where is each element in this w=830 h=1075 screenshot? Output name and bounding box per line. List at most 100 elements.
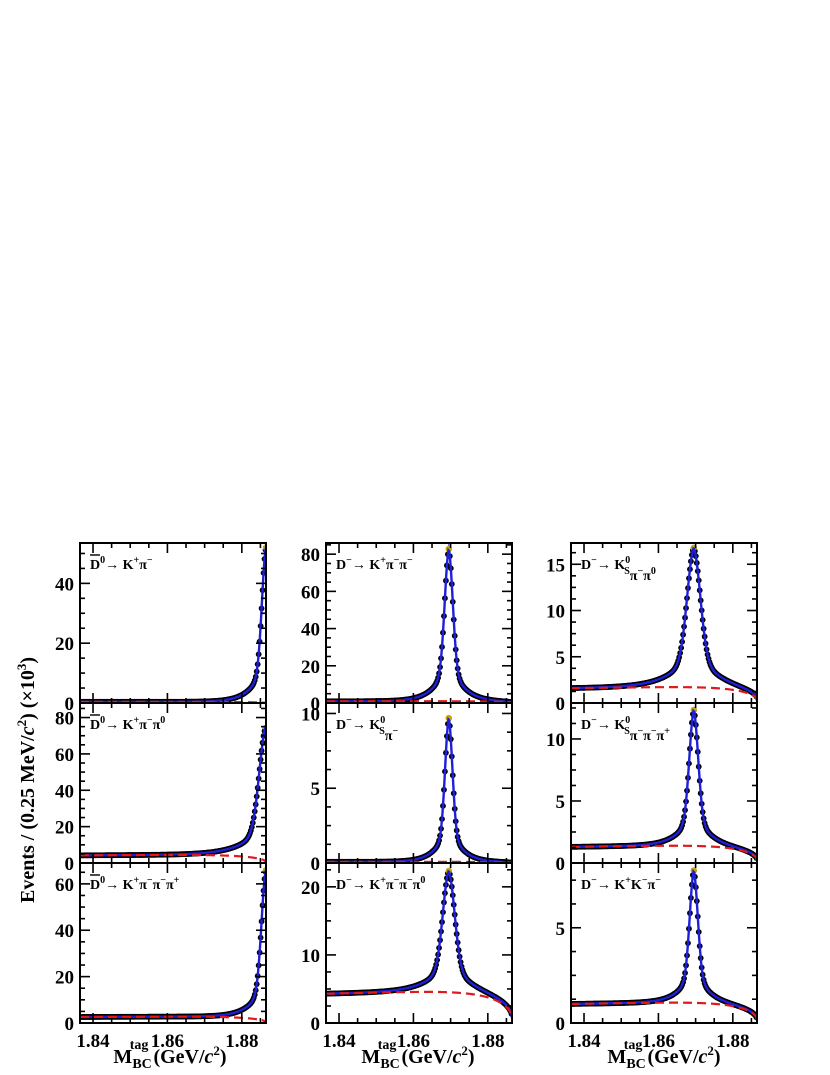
background-curve [80,1015,266,1023]
panel-label: D−→ K+π−π−π0 [336,875,425,893]
label-base: π [657,729,665,744]
plot-frame [570,862,758,1024]
label-sup: − [346,555,352,566]
y-tick-label: 0 [65,694,75,715]
label-base: D [581,558,591,573]
fit-curve [326,547,512,703]
background-curve [571,1001,757,1021]
label-base: π [643,729,651,744]
label-sup: − [637,726,643,737]
label-sup: − [591,715,597,726]
y-tick-label: 5 [556,792,566,813]
y-tick-label: 20 [55,634,74,655]
background-curve [80,853,266,863]
y-tick-label: 60 [55,745,74,766]
x-axis-title-sup: tag [130,1038,149,1053]
x-axis-title-sup2: 2 [461,1043,468,1058]
x-axis-title-text: MBC tag (GeV/c2) [113,1038,226,1072]
x-tick-label: 1.88 [471,1031,504,1052]
x-axis-title-text: MBC tag (GeV/c2) [607,1038,720,1072]
panel-label: D−→ K0 Sπ−π−π+ [581,715,670,744]
label-sup: − [642,875,648,886]
x-axis-title-c: c [453,1046,462,1068]
background-curve [571,844,757,861]
x-axis-title-main: M [361,1046,380,1068]
label-sup: − [591,555,597,566]
y-tick-label: 5 [556,919,566,940]
label-sup: − [394,555,400,566]
label-base: D [90,558,100,573]
y-tick-label: 60 [55,875,74,896]
label-base: D [336,558,346,573]
y-axis-title-c: c [17,726,39,735]
y-tick-label: 15 [546,555,565,576]
label-base: D [90,718,100,733]
plot-area [571,867,757,1021]
plot-area [326,714,512,863]
x-axis-title-sup: tag [378,1038,397,1053]
y-tick-label: 20 [55,968,74,989]
label-base: → K [597,878,626,893]
x-axis-title-sub: BC [132,1057,151,1072]
label-base: → K [352,558,381,573]
plot-area [326,867,512,1020]
y-axis-title-sup2: 2 [14,720,29,727]
y-tick-label: 0 [311,694,321,715]
x-axis-title-sup2: 2 [213,1043,220,1058]
label-base: π [386,558,394,573]
label-base: π [386,878,394,893]
panel-label: D−→ K+π−π− [336,555,413,573]
x-axis-title-unit-prefix: (GeV/ [642,1046,699,1068]
label-sup: 0 [100,875,105,886]
x-axis-title-unit-suffix: ) [714,1046,721,1068]
y-tick-label: 40 [55,921,74,942]
x-axis-title-sub: BC [380,1057,399,1072]
x-axis-title-main: M [113,1046,132,1068]
label-sup: + [134,875,140,886]
y-tick-label: 0 [65,1014,75,1035]
y-axis-title: Events / (0.25 MeV/c2) (×103) [14,657,39,903]
label-sup: 0 [420,875,425,886]
label-sup: − [651,726,657,737]
background-curve [571,686,757,702]
label-sup: 0 [380,715,385,726]
x-axis-title-sub: BC [626,1057,645,1072]
label-sup: 0 [100,715,105,726]
label-base: → K [352,718,381,733]
x-axis-title-unit-suffix: ) [468,1046,475,1068]
label-base: D [581,718,591,733]
label-base: → K [597,718,626,733]
x-axis-title-sup: tag [624,1038,643,1053]
y-tick-label: 40 [55,574,74,595]
label-base: π [643,569,651,584]
background-curve [326,990,512,1020]
plot-area [571,544,757,702]
y-tick-label: 0 [65,854,75,875]
label-sup: + [174,875,180,886]
label-sup: − [407,555,413,566]
y-tick-label: 10 [301,946,320,967]
label-sub: S [624,566,630,577]
panel-label: D0→ K+π−π0 [90,715,165,733]
label-base: π [385,729,393,744]
x-tick-label: 1.86 [151,1031,184,1052]
x-axis-title-unit-prefix: (GeV/ [396,1046,453,1068]
label-base: → K [105,878,134,893]
x-axis-title-col-1: MBC tag (GeV/c2) [361,1038,474,1072]
label-sup: 0 [625,555,630,566]
x-tick-label: 1.88 [225,1031,258,1052]
panel-label: D0→ K+π−π−π+ [90,875,180,893]
x-axis-title-main: M [607,1046,626,1068]
y-tick-label: 10 [301,704,320,725]
x-axis-title-c: c [699,1046,708,1068]
panel-label: D0→ K+π− [90,555,153,573]
label-sup: 0 [160,715,165,726]
label-base: D [336,878,346,893]
